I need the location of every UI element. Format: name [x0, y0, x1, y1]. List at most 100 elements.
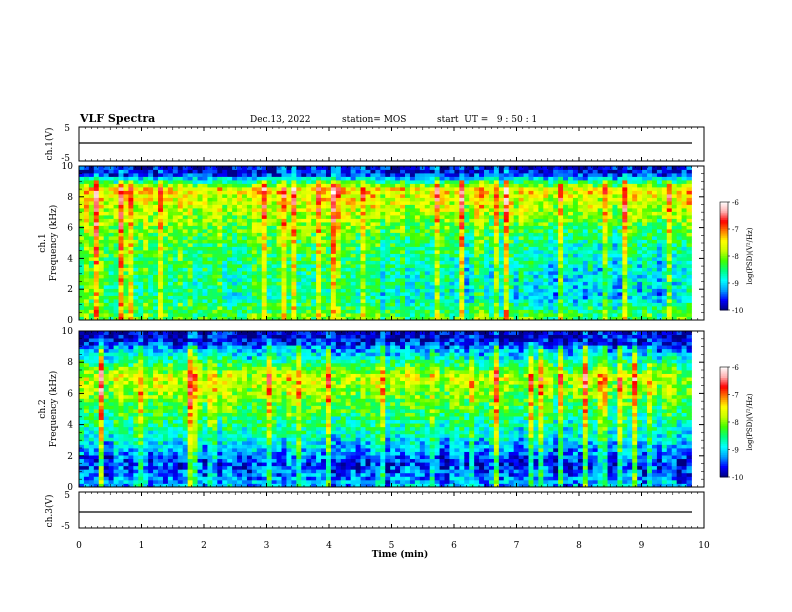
spectrogram-cell	[400, 201, 406, 205]
spectrogram-cell	[291, 229, 297, 233]
spectrogram-cell	[330, 302, 337, 307]
spectrogram-cell	[454, 183, 460, 188]
spectrogram-cell	[143, 278, 149, 282]
spectrogram-cell	[375, 302, 381, 307]
spectrogram-cell	[424, 246, 431, 251]
spectrogram-cell	[424, 197, 431, 202]
spectrogram-cell	[577, 274, 584, 279]
spectrogram-cell	[375, 215, 381, 219]
spectrogram-cell	[335, 208, 342, 212]
spectrogram-cell	[261, 257, 268, 261]
spectrogram-cell	[563, 194, 569, 198]
spectrogram-cell	[553, 257, 559, 261]
spectrogram-cell	[296, 194, 302, 198]
spectrogram-cell	[306, 239, 312, 244]
spectrogram-cell	[439, 306, 445, 310]
spectrogram-cell	[79, 183, 85, 188]
spectrogram-cell	[429, 257, 436, 261]
spectrogram-cell	[158, 166, 164, 170]
spectrogram-cell	[439, 166, 445, 170]
spectrogram-cell	[103, 236, 110, 240]
spectrogram-cell	[172, 302, 179, 307]
spectrogram-cell	[405, 239, 411, 244]
spectrogram-cell	[523, 295, 529, 300]
spectrogram-cell	[79, 197, 85, 202]
spectrogram-cell	[528, 190, 534, 195]
spectrogram-cell	[464, 313, 470, 317]
spectrogram-cell	[133, 316, 139, 321]
spectrogram-cell	[444, 215, 450, 219]
spectrogram-cell	[563, 211, 569, 216]
spectrogram-cell	[370, 260, 376, 265]
spectrogram-cell	[548, 250, 554, 254]
spectrogram-cell	[306, 281, 312, 286]
spectrogram-cell	[592, 218, 599, 223]
spectrogram-cell	[202, 257, 208, 261]
spectrogram-cell	[508, 274, 515, 279]
spectrogram-cell	[261, 295, 268, 300]
spectrogram-cell	[464, 278, 470, 282]
spectrogram-cell	[182, 222, 189, 226]
spectrogram-cell	[246, 211, 253, 216]
spectrogram-cell	[143, 288, 149, 293]
spectrogram-cell	[370, 299, 376, 303]
spectrogram-cell	[123, 222, 129, 226]
spectrogram-cell	[597, 180, 603, 184]
spectrogram-cell	[558, 201, 564, 205]
spectrogram-cell	[592, 295, 599, 300]
spectrogram-cell	[296, 264, 302, 268]
spectrogram-cell	[296, 215, 302, 219]
spectrogram-cell	[577, 232, 584, 237]
spectrogram-cell	[251, 225, 258, 230]
spectrogram-cell	[429, 169, 436, 174]
spectrogram-cell	[227, 295, 233, 300]
spectrogram-cell	[227, 306, 233, 310]
spectrogram-cell	[202, 299, 208, 303]
spectrogram-cell	[306, 264, 312, 268]
spectrogram-cell	[385, 225, 391, 230]
spectrogram-cell	[385, 190, 391, 195]
spectrogram-cell	[597, 246, 603, 251]
spectrogram-cell	[414, 246, 421, 251]
spectrogram-cell	[563, 281, 569, 286]
spectrogram-cell	[316, 166, 322, 170]
spectrogram-cell	[434, 176, 440, 181]
spectrogram-cell	[395, 260, 401, 265]
spectrogram-cell	[414, 215, 421, 219]
spectrogram-cell	[83, 295, 90, 300]
spectrogram-cell	[355, 204, 361, 209]
spectrogram-cell	[597, 295, 603, 300]
spectrogram-cell	[400, 173, 406, 177]
spectrogram-cell	[577, 222, 584, 226]
spectrogram-cell	[582, 232, 589, 237]
spectrogram-cell	[153, 208, 159, 212]
spectrogram-cell	[498, 166, 505, 170]
spectrogram-cell	[158, 313, 164, 317]
spectrogram-cell	[167, 313, 174, 317]
spectrogram-cell	[172, 288, 179, 293]
spectrogram-cell	[162, 232, 169, 237]
spectrogram-cell	[133, 253, 139, 258]
spectrogram-cell	[187, 316, 194, 321]
spectrogram-cell	[587, 313, 594, 317]
spectrogram-cell	[464, 271, 470, 275]
spectrogram-cell	[88, 246, 95, 251]
spectrogram-cell	[256, 306, 263, 310]
spectrogram-cell	[508, 229, 515, 233]
spectrogram-cell	[123, 316, 129, 321]
spectrogram-cell	[98, 187, 105, 191]
spectrogram-cell	[103, 250, 110, 254]
header-date: Dec.13, 2022	[250, 115, 311, 125]
spectrogram-cell	[128, 194, 134, 198]
spectrogram-cell	[242, 260, 248, 265]
spectrogram-cell	[612, 288, 618, 293]
spectrogram-cell	[271, 208, 277, 212]
spectrogram-cell	[217, 302, 223, 307]
spectrogram-cell	[612, 243, 618, 247]
spectrogram-cell	[93, 253, 100, 258]
spectrogram-cell	[192, 243, 198, 247]
spectrogram-cell	[597, 187, 603, 191]
spectrogram-cell	[409, 215, 416, 219]
spectrogram-cell	[350, 309, 357, 314]
spectrogram-cell	[444, 278, 450, 282]
